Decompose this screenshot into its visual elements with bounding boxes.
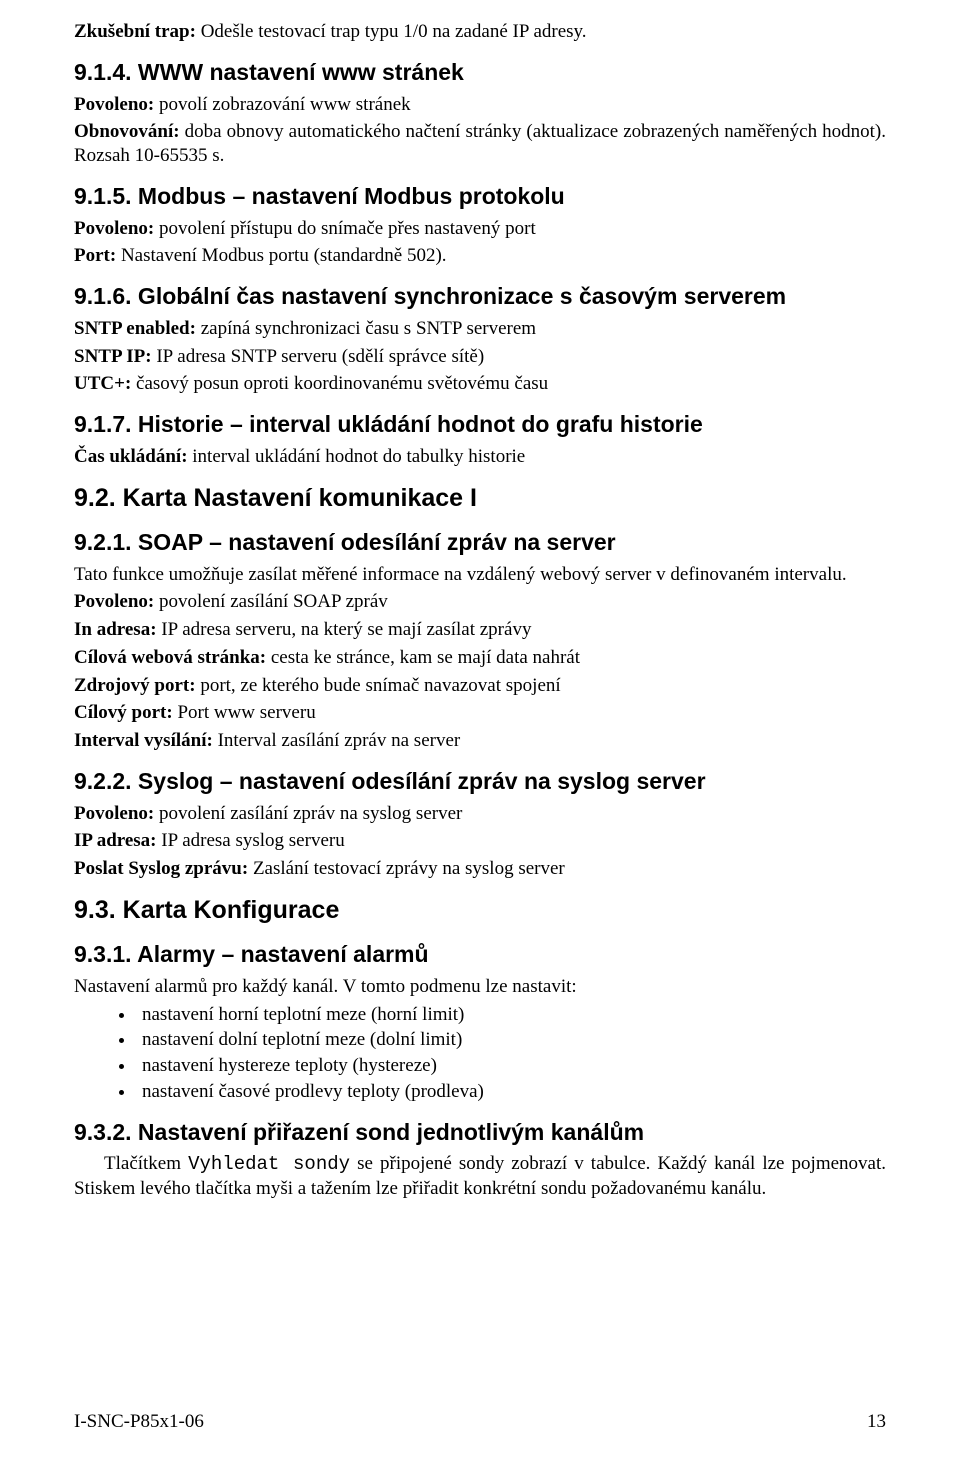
s915-l2-text: Nastavení Modbus portu (standardně 502).: [116, 245, 446, 266]
s921-l3-text: cesta ke stránce, kam se mají data nahrá…: [266, 647, 580, 668]
s921-l2-bold: In adresa:: [74, 619, 157, 640]
heading-914: 9.1.4. WWW nastavení www stránek: [74, 58, 886, 87]
s921-l4-text: port, ze kterého bude snímač navazovat s…: [196, 675, 561, 696]
s914-l2-bold: Obnovování:: [74, 121, 180, 142]
s921-l1: Povoleno: povolení zasílání SOAP zpráv: [74, 590, 886, 614]
s916-l1-text: zapíná synchronizaci času s SNTP servere…: [196, 318, 536, 339]
s922-l3-text: Zaslání testovací zprávy na syslog serve…: [248, 858, 565, 879]
s917-l1-text: interval ukládání hodnot do tabulky hist…: [188, 446, 526, 467]
s932-para: Tlačítkem Vyhledat sondy se připojené so…: [74, 1152, 886, 1201]
s921-l1-bold: Povoleno:: [74, 591, 154, 612]
s914-l1: Povoleno: povolí zobrazování www stránek: [74, 93, 886, 117]
s931-b2: nastavení dolní teplotní meze (dolní lim…: [136, 1028, 886, 1052]
trap-text: Odešle testovací trap typu 1/0 na zadané…: [196, 21, 587, 42]
heading-92: 9.2. Karta Nastavení komunikace I: [74, 483, 886, 514]
s921-l2: In adresa: IP adresa serveru, na který s…: [74, 618, 886, 642]
s921-l4-bold: Zdrojový port:: [74, 675, 196, 696]
heading-931: 9.3.1. Alarmy – nastavení alarmů: [74, 940, 886, 969]
s921-l3-bold: Cílová webová stránka:: [74, 647, 266, 668]
s915-l2-bold: Port:: [74, 245, 116, 266]
s922-l1-text: povolení zasílání zpráv na syslog server: [154, 803, 462, 824]
heading-916: 9.1.6. Globální čas nastavení synchroniz…: [74, 282, 886, 311]
heading-93: 9.3. Karta Konfigurace: [74, 895, 886, 926]
s921-l6: Interval vysílání: Interval zasílání zpr…: [74, 729, 886, 753]
s921-l2-text: IP adresa serveru, na který se mají zasí…: [157, 619, 532, 640]
s921-l6-bold: Interval vysílání:: [74, 730, 213, 751]
s931-b4: nastavení časové prodlevy teploty (prodl…: [136, 1080, 886, 1104]
s922-l2: IP adresa: IP adresa syslog serveru: [74, 829, 886, 853]
s915-l2: Port: Nastavení Modbus portu (standardně…: [74, 244, 886, 268]
s922-l1-bold: Povoleno:: [74, 803, 154, 824]
s921-l6-text: Interval zasílání zpráv na server: [213, 730, 460, 751]
s921-l3: Cílová webová stránka: cesta ke stránce,…: [74, 646, 886, 670]
s917-l1-bold: Čas ukládání:: [74, 446, 188, 467]
s922-l2-text: IP adresa syslog serveru: [157, 830, 345, 851]
s914-l1-bold: Povoleno:: [74, 94, 154, 115]
s916-l3-bold: UTC+:: [74, 373, 131, 394]
s916-l2-bold: SNTP IP:: [74, 346, 152, 367]
s931-bullets: nastavení horní teplotní meze (horní lim…: [74, 1003, 886, 1104]
s922-l3-bold: Poslat Syslog zprávu:: [74, 858, 248, 879]
s917-l1: Čas ukládání: interval ukládání hodnot d…: [74, 445, 886, 469]
s921-l5-text: Port www serveru: [173, 702, 316, 723]
s921-l5: Cílový port: Port www serveru: [74, 701, 886, 725]
s916-l3: UTC+: časový posun oproti koordinovanému…: [74, 372, 886, 396]
s922-l1: Povoleno: povolení zasílání zpráv na sys…: [74, 802, 886, 826]
s915-l1: Povoleno: povolení přístupu do snímače p…: [74, 217, 886, 241]
s916-l3-text: časový posun oproti koordinovanému světo…: [131, 373, 548, 394]
s914-l2-text: doba obnovy automatického načtení stránk…: [74, 121, 886, 166]
heading-917: 9.1.7. Historie – interval ukládání hodn…: [74, 410, 886, 439]
heading-915: 9.1.5. Modbus – nastavení Modbus protoko…: [74, 182, 886, 211]
s921-l5-bold: Cílový port:: [74, 702, 173, 723]
s932-pre: Tlačítkem: [104, 1153, 188, 1174]
s916-l2-text: IP adresa SNTP serveru (sdělí správce sí…: [152, 346, 485, 367]
s916-l2: SNTP IP: IP adresa SNTP serveru (sdělí s…: [74, 345, 886, 369]
trap-line: Zkušební trap: Odešle testovací trap typ…: [74, 20, 886, 44]
s915-l1-bold: Povoleno:: [74, 218, 154, 239]
s914-l1-text: povolí zobrazování www stránek: [154, 94, 410, 115]
s921-l1-text: povolení zasílání SOAP zpráv: [154, 591, 388, 612]
footer-left: I-SNC-P85x1-06: [74, 1410, 204, 1434]
s931-b3: nastavení hystereze teploty (hystereze): [136, 1054, 886, 1078]
heading-922: 9.2.2. Syslog – nastavení odesílání zprá…: [74, 767, 886, 796]
s932-mono: Vyhledat sondy: [188, 1153, 350, 1175]
trap-label: Zkušební trap:: [74, 21, 196, 42]
s921-intro: Tato funkce umožňuje zasílat měřené info…: [74, 563, 886, 587]
s914-l2: Obnovování: doba obnovy automatického na…: [74, 120, 886, 168]
heading-932: 9.3.2. Nastavení přiřazení sond jednotli…: [74, 1118, 886, 1147]
s916-l1-bold: SNTP enabled:: [74, 318, 196, 339]
s922-l2-bold: IP adresa:: [74, 830, 157, 851]
footer-right: 13: [867, 1410, 886, 1434]
page: Zkušební trap: Odešle testovací trap typ…: [0, 0, 960, 1478]
s916-l1: SNTP enabled: zapíná synchronizaci času …: [74, 317, 886, 341]
s931-b1: nastavení horní teplotní meze (horní lim…: [136, 1003, 886, 1027]
s915-l1-text: povolení přístupu do snímače přes nastav…: [154, 218, 536, 239]
footer: I-SNC-P85x1-06 13: [74, 1410, 886, 1434]
s931-intro: Nastavení alarmů pro každý kanál. V tomt…: [74, 975, 886, 999]
heading-921: 9.2.1. SOAP – nastavení odesílání zpráv …: [74, 528, 886, 557]
s922-l3: Poslat Syslog zprávu: Zaslání testovací …: [74, 857, 886, 881]
s921-l4: Zdrojový port: port, ze kterého bude sní…: [74, 674, 886, 698]
